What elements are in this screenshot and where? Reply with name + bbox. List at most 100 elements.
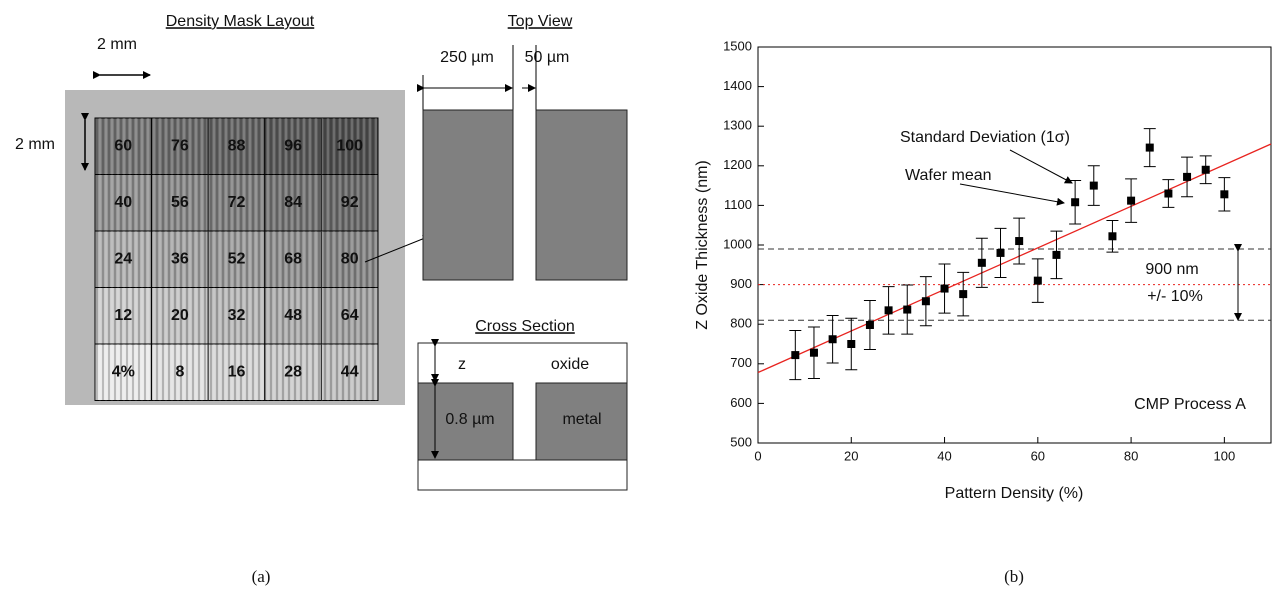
y-tick-label: 500 [730,434,752,449]
y-tick-label: 800 [730,316,752,331]
y-tick-label: 1200 [723,157,752,172]
x-tick-label: 100 [1214,448,1236,463]
mask-cell-texture [151,344,209,401]
cell-label: 64 [341,307,359,324]
mask-cell-texture [208,174,265,231]
cell-label: 80 [341,250,359,267]
y-tick-label: 1300 [723,118,752,133]
point [996,248,1005,257]
callout-arrow [364,234,431,263]
cell-label: 84 [284,194,302,211]
cell-label: 68 [284,250,302,267]
y-tick-label: 1100 [724,197,752,212]
y-tick-label: 1400 [723,78,752,93]
point [903,305,912,314]
plot-frame [757,46,1272,444]
mask-cell-texture [95,118,152,175]
mask-cell-texture [264,287,322,344]
cell-label: 8 [175,363,184,380]
point [959,290,968,299]
caption: (a) [252,567,271,586]
point [1145,143,1154,152]
mask-cell-texture [151,174,209,231]
annotation: +/- 10% [1147,288,1203,305]
annotation: 900 nm [1145,261,1198,278]
x-tick-label: 40 [937,448,951,463]
x-tick-label: 60 [1031,448,1045,463]
cell-label: 52 [228,250,246,267]
mask-cell-texture [95,174,152,231]
point [847,340,856,348]
annotation-arrow [1009,149,1073,184]
point [1108,232,1117,241]
cell-label: 28 [284,363,302,380]
metal-height-label: 0.8 µm [445,411,494,428]
cell-label: 56 [171,194,189,211]
mask-title: Density Mask Layout [166,13,315,30]
point [809,348,818,357]
mask-cell-texture [264,118,322,175]
cell-label: 40 [114,194,132,211]
mask-cell-texture [264,174,322,231]
point [977,258,986,267]
cell-label: 60 [114,137,132,154]
cell-label: 36 [171,250,189,267]
mask-cell-texture [151,231,209,288]
point [1052,250,1061,259]
point [1164,189,1173,198]
y-tick-label: 1500 [723,38,752,53]
space-width-label: 50 µm [525,49,570,66]
cell-label: 76 [171,137,189,154]
cross-section-title: Cross Section [475,318,575,335]
mask-cell-texture [151,287,209,344]
metal-line [422,109,514,281]
mask-cell-texture [208,287,265,344]
mask-cell-texture [95,231,152,288]
point [865,320,874,329]
cell-label: 20 [171,307,189,324]
annotation-arrow [959,183,1065,206]
cell-label: 100 [336,137,363,154]
cell-label: 24 [114,250,132,267]
mask-cell-texture [321,118,378,175]
cell-label: 16 [228,363,246,380]
mask-grid: 60 76 88 96 100 40 56 72 84 92 24 36 52 68 80 12 20 32 48 6… [94,117,379,401]
cell-label: 92 [341,194,359,211]
height-label: 2 mm [15,136,55,153]
point [1089,181,1098,190]
annotation: Wafer mean [905,167,992,184]
y-tick-label: 700 [730,355,752,370]
point [1127,196,1136,205]
cell-label: 32 [228,307,246,324]
x-tick-label: 20 [844,448,858,463]
mask-cell-texture [321,287,378,344]
y-axis-label: Z Oxide Thickness (nm) [694,160,711,330]
mask-cell-texture [264,344,322,401]
mask-cell-texture [208,118,265,175]
annotation: Standard Deviation (1σ) [900,129,1070,146]
plot: 0 20 40 60 80 100 500 600 700 800 900 1000 1100 1200 1… [723,38,1272,463]
width-label: 2 mm [97,36,137,53]
point [1071,198,1080,207]
point [884,306,893,315]
line-width-label: 250 µm [440,49,494,66]
x-tick-label: 80 [1124,448,1138,463]
mask-cell-texture [264,231,322,288]
y-tick-label: 1000 [723,236,752,251]
cell-label: 72 [228,194,246,211]
point [791,351,800,360]
cell-label: 48 [284,307,302,324]
x-axis-label: Pattern Density (%) [945,485,1084,502]
metal-line [535,109,628,281]
mask-cell-texture [151,118,209,175]
point [1015,237,1024,246]
cell-label: 12 [114,307,132,324]
metal-label: metal [562,411,601,428]
point [940,284,949,293]
mask-cell-texture [208,231,265,288]
annotation: CMP Process A [1134,396,1246,413]
point [1183,172,1192,181]
fit-line [757,143,1272,374]
caption: (b) [1004,567,1024,586]
metal-block [535,382,628,461]
